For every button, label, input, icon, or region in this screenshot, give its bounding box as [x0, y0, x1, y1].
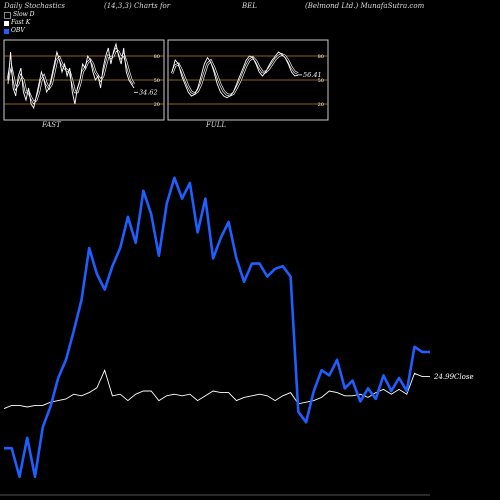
full-slow-d-line: [171, 53, 299, 96]
legend: Slow D Fast K OBV: [4, 11, 35, 35]
fast-tick-50: 50: [154, 78, 160, 84]
chart-title: Daily Stochastics: [4, 2, 66, 10]
fast-tick-20: 20: [154, 102, 160, 108]
fast-fast-k-line: [7, 42, 135, 110]
fast-panel-label: FAST: [42, 121, 61, 129]
full-panel-label: FULL: [206, 121, 227, 129]
fast-last-value-label: 34.62: [139, 88, 158, 96]
fast-tick-80: 80: [154, 54, 160, 60]
legend-label-fast-k: Fast K: [11, 19, 31, 26]
chart-source: (Belmond Ltd.) MunafaSutra.com: [305, 2, 425, 10]
close-price-label: 24.99Close: [433, 373, 474, 381]
legend-swatch-slow-d: [4, 11, 11, 19]
legend-swatch-obv: [4, 28, 9, 34]
legend-item-fast-k: Fast K: [4, 19, 35, 27]
legend-label-obv: OBV: [11, 27, 25, 34]
full-tick-50: 50: [318, 78, 324, 84]
legend-swatch-fast-k: [4, 20, 9, 26]
legend-item-obv: OBV: [4, 27, 35, 35]
chart-params: (14,3,3) Charts for: [104, 2, 171, 10]
legend-label-slow-d: Slow D: [13, 11, 35, 18]
full-fast-k-line: [171, 51, 299, 99]
chart-symbol: BEL: [242, 2, 257, 10]
legend-item-slow-d: Slow D: [4, 11, 35, 19]
full-tick-20: 20: [318, 102, 324, 108]
obv-line: [4, 176, 430, 479]
full-tick-80: 80: [318, 54, 324, 60]
full-last-value-label: 56.41: [303, 71, 322, 79]
